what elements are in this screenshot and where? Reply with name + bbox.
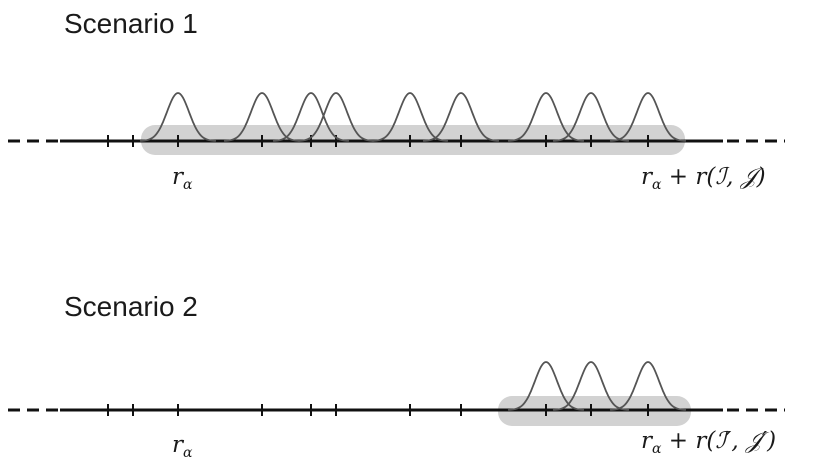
scenario-2-start-main: r xyxy=(172,432,183,458)
scenario-2-end-main: r xyxy=(641,428,652,454)
scenario-2-gaussian-3 xyxy=(609,361,687,411)
scenario-1-gaussian-3 xyxy=(272,92,350,142)
scenario-1-title: Scenario 1 xyxy=(64,8,198,39)
scenario-2-gaussian-1 xyxy=(507,361,585,411)
scenario-2-curves xyxy=(507,361,687,411)
scenario-1-end-sub: α xyxy=(652,177,662,193)
scenario-1-start-main: r xyxy=(172,164,183,190)
scenario-2-diagram xyxy=(8,361,785,426)
scenario-2-start-sub: α xyxy=(183,445,193,461)
scenario-1-gaussian-6 xyxy=(422,92,500,142)
scenario-2-start-label: rα xyxy=(172,432,193,461)
scenario-1-gaussian-1 xyxy=(139,92,217,142)
scenario-2-end-label: rα + r(ℐ′, 𝒥′) xyxy=(641,428,777,457)
scenario-1-gaussian-4 xyxy=(297,92,375,142)
scenario-1-start-sub: α xyxy=(183,177,193,193)
scenario-1-diagram xyxy=(8,92,785,155)
scenario-1-gaussian-2 xyxy=(223,92,301,142)
scenario-1-gaussian-8 xyxy=(552,92,630,142)
scenario-1-gaussian-9 xyxy=(609,92,687,142)
scenario-1-curves xyxy=(139,92,687,142)
scenario-1-start-label: rα xyxy=(172,164,193,193)
scenario-1-gaussian-7 xyxy=(507,92,585,142)
scenario-1-end-label: rα + r(ℐ, 𝒥) xyxy=(641,164,766,193)
scenario-2-gaussian-2 xyxy=(552,361,630,411)
scenario-1-end-rest: + r(ℐ, 𝒥) xyxy=(661,164,766,190)
scenario-1-end-main: r xyxy=(641,164,652,190)
scenario-2-end-rest: + r(ℐ′, 𝒥′) xyxy=(661,428,777,454)
scenario-2-end-sub: α xyxy=(652,441,662,457)
scenario-2-title: Scenario 2 xyxy=(64,291,198,322)
